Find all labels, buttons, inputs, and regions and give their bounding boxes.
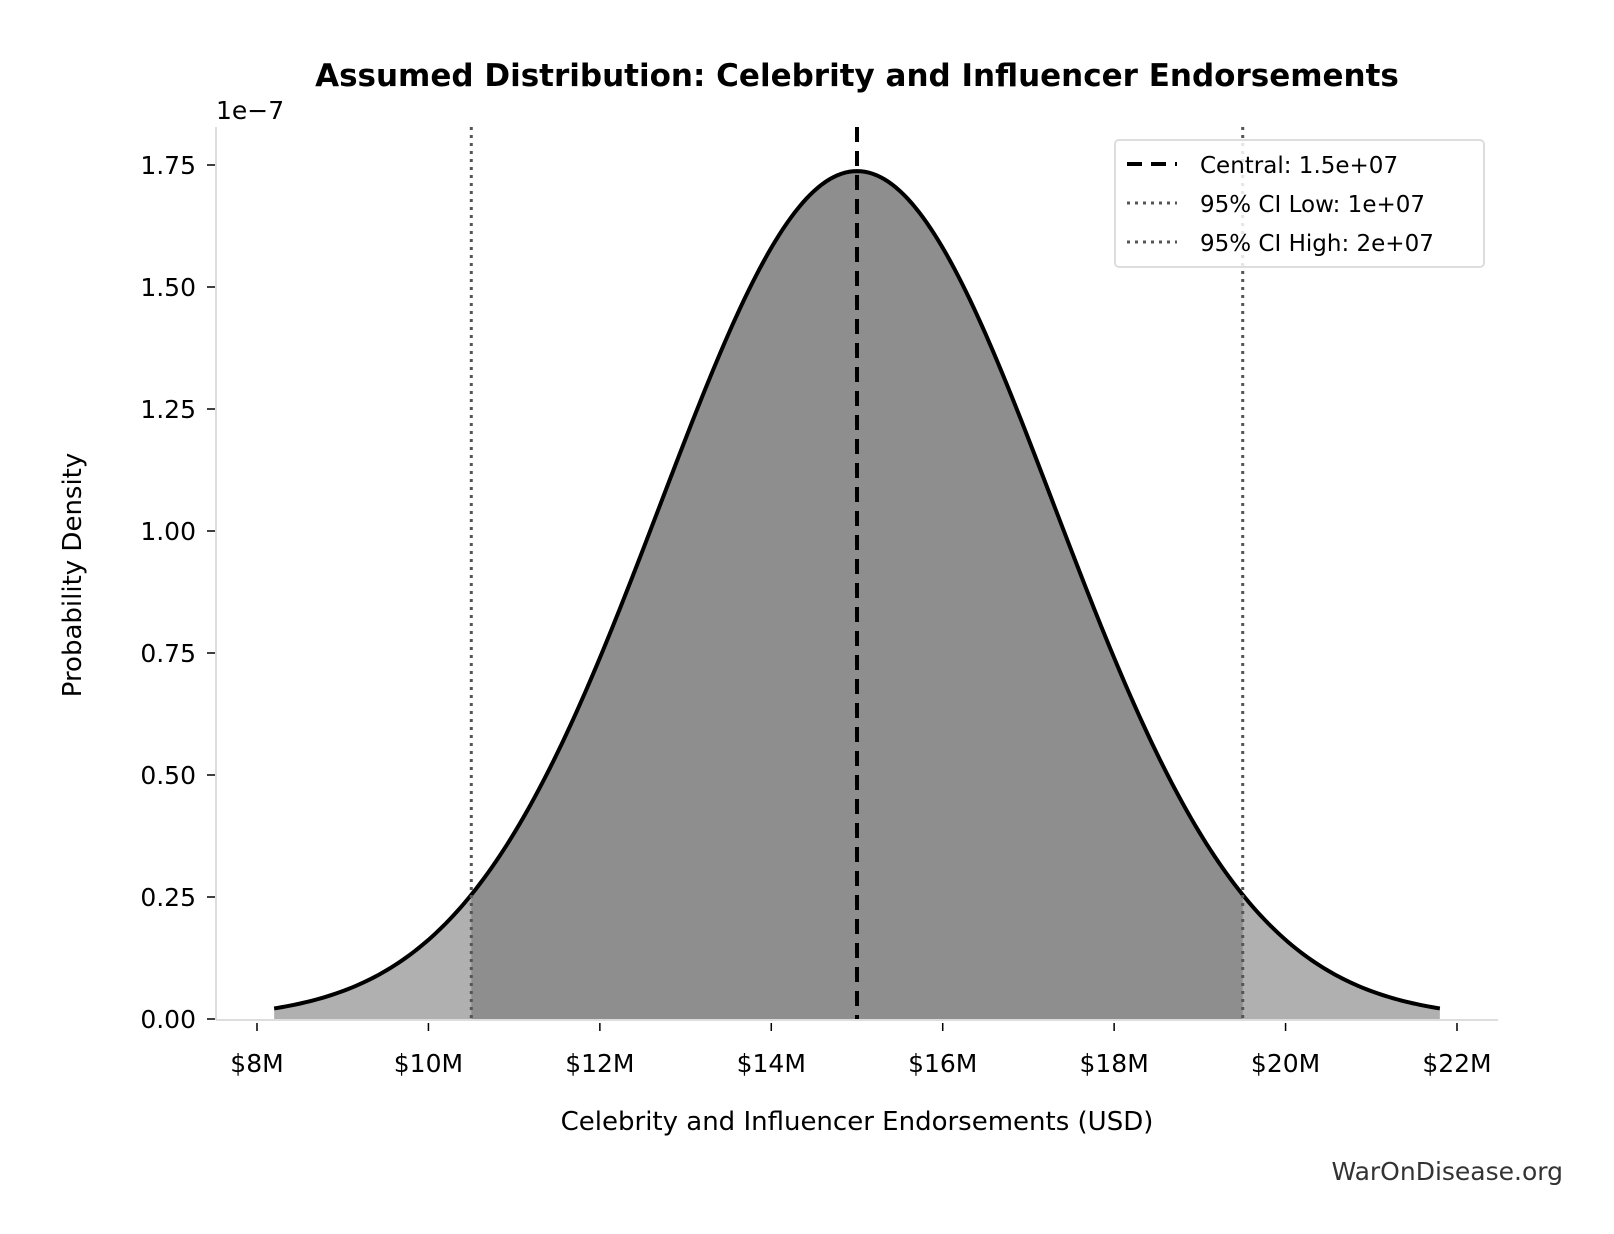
legend-label: 95% CI High: 2e+07: [1200, 231, 1434, 257]
x-tick-label: $16M: [908, 1049, 977, 1078]
y-axis-label: Probability Density: [58, 453, 88, 698]
x-tick-label: $14M: [737, 1049, 806, 1078]
legend: Central: 1.5e+07 95% CI Low: 1e+07 95% CI …: [1114, 139, 1485, 268]
y-tick-label: 0.50: [140, 761, 196, 790]
x-tick-label: $8M: [230, 1049, 283, 1078]
x-tick-label: $22M: [1422, 1049, 1491, 1078]
y-tick-label: 1.25: [140, 395, 196, 424]
x-tick-label: $20M: [1251, 1049, 1320, 1078]
chart-title: Assumed Distribution: Celebrity and Infl…: [315, 58, 1399, 94]
y-tick-label: 1.75: [140, 151, 196, 180]
y-tick-label: 0.25: [140, 883, 196, 912]
y-tick-label: 1.50: [140, 273, 196, 302]
legend-label: 95% CI Low: 1e+07: [1200, 192, 1425, 218]
x-tick-label: $10M: [394, 1049, 463, 1078]
legend-label: Central: 1.5e+07: [1200, 153, 1398, 179]
y-tick-label: 0.00: [140, 1005, 196, 1034]
x-tick-label: $18M: [1079, 1049, 1148, 1078]
y-offset-label: 1e−7: [216, 96, 284, 125]
x-tick-label: $12M: [565, 1049, 634, 1078]
plot-area: [215, 127, 1498, 1021]
x-axis-label: Celebrity and Influencer Endorsements (U…: [561, 1107, 1154, 1137]
x-axis: $8M $10M $12M $14M $16M $18M $20M $22M: [230, 1023, 1492, 1078]
y-axis: 0.00 0.25 0.50 0.75 1.00 1.25 1.50 1.75: [140, 151, 215, 1034]
y-tick-label: 0.75: [140, 639, 196, 668]
y-tick-label: 1.00: [140, 517, 196, 546]
watermark: WarOnDisease.org: [1331, 1157, 1563, 1186]
density-curve: [273, 169, 1441, 1011]
legend-box: [1114, 139, 1485, 268]
